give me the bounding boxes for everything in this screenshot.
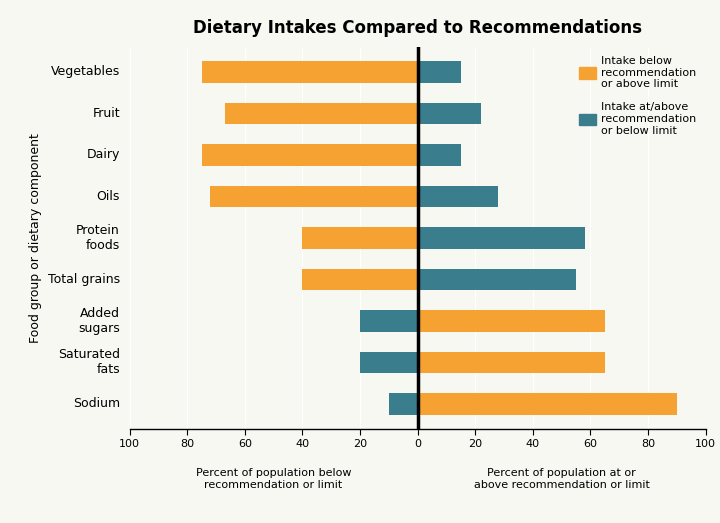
Bar [418, 351, 605, 373]
Bar [418, 227, 585, 249]
Legend: Intake below
recommendation
or above limit, Intake at/above
recommendation
or be: Intake below recommendation or above lim… [576, 53, 700, 139]
Title: Dietary Intakes Compared to Recommendations: Dietary Intakes Compared to Recommendati… [193, 19, 642, 37]
Bar [210, 186, 418, 207]
Bar [225, 103, 418, 124]
Bar [418, 61, 461, 83]
Bar [360, 310, 418, 332]
Y-axis label: Food group or dietary component: Food group or dietary component [30, 133, 42, 343]
Bar [302, 227, 418, 249]
Bar [302, 269, 418, 290]
Bar [202, 144, 418, 166]
Text: Percent of population at or
above recommendation or limit: Percent of population at or above recomm… [474, 468, 649, 490]
Text: Percent of population below
recommendation or limit: Percent of population below recommendati… [196, 468, 351, 490]
Bar [418, 186, 498, 207]
Bar [202, 61, 418, 83]
Bar [418, 269, 576, 290]
Bar [360, 351, 418, 373]
Bar [389, 393, 418, 415]
Bar [418, 103, 481, 124]
Bar [418, 144, 461, 166]
Bar [418, 310, 605, 332]
Bar [418, 393, 677, 415]
